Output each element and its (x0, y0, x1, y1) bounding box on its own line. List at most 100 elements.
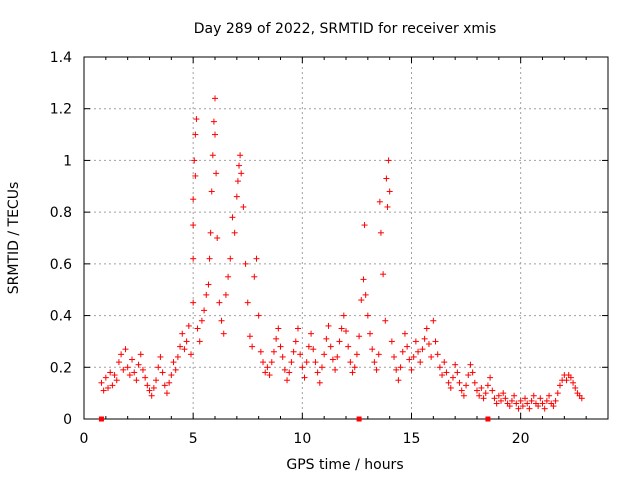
data-point (122, 346, 129, 353)
data-point (161, 382, 168, 389)
data-point (417, 359, 424, 366)
data-point (419, 346, 426, 353)
plot-frame (83, 56, 609, 420)
data-point (338, 325, 345, 332)
data-point (380, 271, 387, 278)
y-tick-label: 0.4 (50, 309, 72, 325)
data-point (401, 330, 408, 337)
data-point (495, 392, 502, 399)
data-point (305, 343, 312, 350)
data-point (181, 346, 188, 353)
data-point (193, 116, 200, 123)
data-point (172, 366, 179, 373)
data-point (385, 157, 392, 164)
data-point (316, 379, 323, 386)
data-point (131, 369, 138, 376)
data-point (294, 325, 301, 332)
data-point (332, 366, 339, 373)
data-point (279, 353, 286, 360)
data-point (361, 222, 368, 229)
data-point (236, 162, 243, 169)
data-point (550, 403, 557, 410)
data-point (196, 338, 203, 345)
data-point (491, 395, 498, 402)
y-tick-label: 1.2 (50, 102, 72, 118)
data-point (155, 364, 162, 371)
data-point (301, 374, 308, 381)
data-point (399, 348, 406, 355)
data-point (187, 351, 194, 358)
data-point (192, 172, 199, 179)
data-point (395, 377, 402, 384)
data-point (563, 377, 570, 384)
data-point (445, 379, 452, 386)
data-point (150, 384, 157, 391)
data-point (238, 170, 245, 177)
x-tick-label: 5 (189, 431, 198, 447)
data-point (478, 384, 485, 391)
data-point (474, 387, 480, 394)
data-point (321, 351, 328, 358)
data-point (535, 403, 542, 410)
data-point (98, 379, 105, 386)
data-point (297, 351, 304, 358)
x-tick-label: 20 (512, 431, 530, 447)
data-point (312, 359, 319, 366)
data-point (362, 291, 369, 298)
data-point (100, 387, 107, 394)
data-point (113, 377, 120, 384)
data-point (233, 193, 240, 200)
data-point (148, 392, 155, 399)
data-point (126, 372, 133, 379)
data-point (336, 338, 343, 345)
data-point (109, 382, 116, 389)
data-point (234, 178, 241, 185)
data-point (144, 382, 151, 389)
data-point (266, 372, 273, 379)
data-point (383, 175, 390, 182)
data-point (212, 95, 218, 102)
data-point (105, 384, 112, 391)
data-point (347, 359, 354, 366)
data-point (515, 405, 522, 412)
data-point (456, 379, 463, 386)
baseline-marker (485, 416, 491, 422)
data-point (439, 372, 446, 379)
data-point (170, 359, 177, 366)
data-point (133, 377, 140, 384)
data-point (423, 325, 430, 332)
data-point (216, 299, 223, 306)
data-point (231, 229, 238, 236)
data-point (102, 374, 109, 381)
x-tick-label: 0 (80, 431, 89, 447)
data-point (502, 395, 509, 402)
data-point (415, 348, 422, 355)
data-point (345, 343, 352, 350)
data-point (214, 235, 221, 241)
data-point (222, 291, 229, 298)
data-point (469, 369, 476, 376)
data-point (213, 170, 220, 177)
y-tick-label: 0.6 (50, 257, 72, 273)
data-point (190, 299, 197, 306)
data-point (412, 338, 419, 345)
data-point (436, 364, 443, 371)
data-point (284, 377, 291, 384)
data-point (340, 312, 347, 319)
data-point (458, 387, 465, 394)
data-point (137, 351, 144, 358)
data-point (572, 384, 579, 391)
data-point (467, 361, 474, 368)
y-axis-label: SRMTID / TECUs (6, 182, 22, 295)
data-point (209, 152, 216, 159)
data-point (185, 322, 192, 329)
data-point (556, 382, 563, 389)
data-point (578, 395, 585, 402)
data-point (281, 366, 288, 373)
x-tick-label: 15 (403, 431, 421, 447)
data-point (567, 374, 574, 381)
data-point (528, 397, 535, 404)
data-point (201, 307, 208, 314)
data-point (482, 390, 489, 397)
data-point (554, 390, 561, 397)
